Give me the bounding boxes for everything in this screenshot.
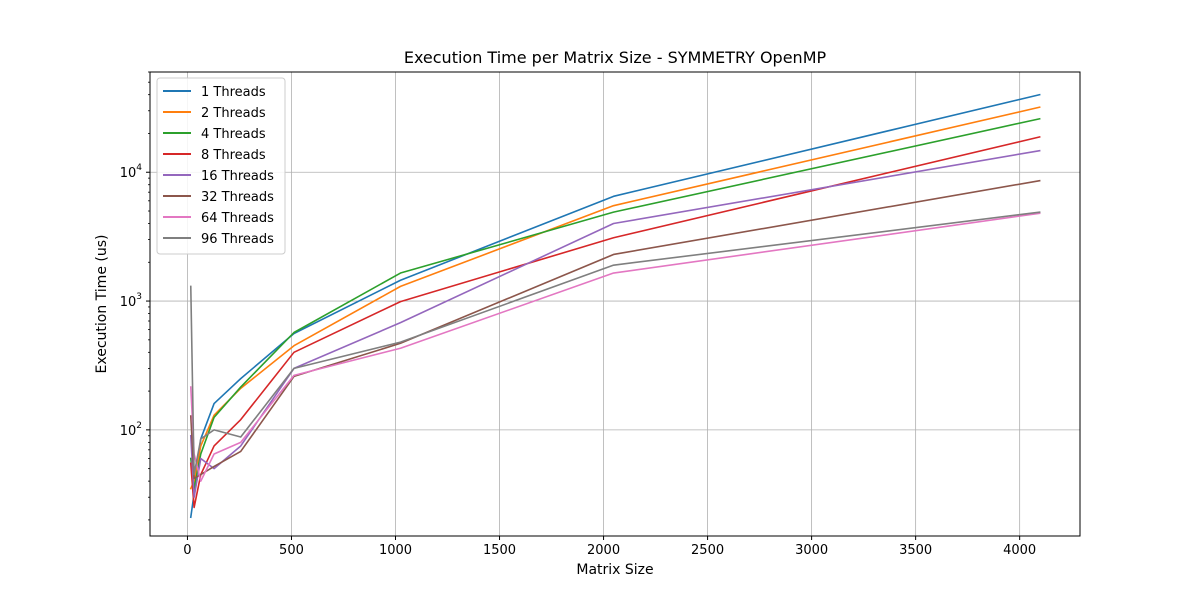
y-axis-label: Execution Time (us) — [94, 235, 110, 374]
x-axis-label: Matrix Size — [576, 562, 653, 578]
x-tick-label: 1000 — [379, 543, 412, 558]
y-tick-label-base: 10 — [120, 166, 137, 181]
y-tick-label-base: 10 — [120, 424, 137, 439]
tick-layer: 0 500 1000 1500 2000 2500 3000 3500 400010210310… — [120, 71, 1036, 558]
legend-label: 64 Threads — [201, 211, 274, 226]
legend-label: 2 Threads — [201, 106, 266, 121]
plot-frame — [149, 71, 1081, 537]
x-tick-label: 4000 — [1003, 543, 1036, 558]
y-tick-label-exponent: 3 — [136, 292, 142, 302]
series-line-1 — [189, 93, 1041, 519]
x-tick-label: 3000 — [795, 543, 828, 558]
grid-layer — [150, 72, 1080, 536]
y-tick-label-exponent: 4 — [136, 163, 142, 173]
x-tick-label: 3500 — [899, 543, 932, 558]
series-layer — [189, 93, 1041, 519]
legend-label: 1 Threads — [201, 85, 266, 100]
x-tick-label: 2500 — [691, 543, 724, 558]
x-tick-label: 1500 — [483, 543, 516, 558]
series-line-2 — [189, 106, 1041, 490]
series-line-8 — [189, 211, 1041, 476]
chart-title: Execution Time per Matrix Size - SYMMETR… — [404, 48, 827, 67]
legend-label: 96 Threads — [201, 232, 274, 247]
y-tick-label: 104 — [120, 163, 143, 181]
legend-label: 8 Threads — [201, 148, 266, 163]
legend-box — [156, 77, 286, 255]
series-line-3 — [189, 117, 1041, 490]
x-tick-label: 2000 — [587, 543, 620, 558]
x-tick-label: 500 — [279, 543, 304, 558]
series-line-5 — [189, 149, 1041, 499]
x-tick-label: 0 — [183, 543, 191, 558]
legend-label: 32 Threads — [201, 190, 274, 205]
y-tick-label-base: 10 — [120, 295, 137, 310]
legend-label: 16 Threads — [201, 169, 274, 184]
y-tick-label-exponent: 2 — [136, 421, 142, 431]
y-tick-label: 103 — [120, 292, 142, 310]
legend-label: 4 Threads — [201, 127, 266, 142]
legend: 1 Threads 2 Threads 4 Threads 8 Threads 16 T… — [156, 77, 286, 255]
y-tick-label: 102 — [120, 421, 142, 439]
series-line-6 — [189, 179, 1041, 480]
series-line-4 — [189, 135, 1041, 509]
